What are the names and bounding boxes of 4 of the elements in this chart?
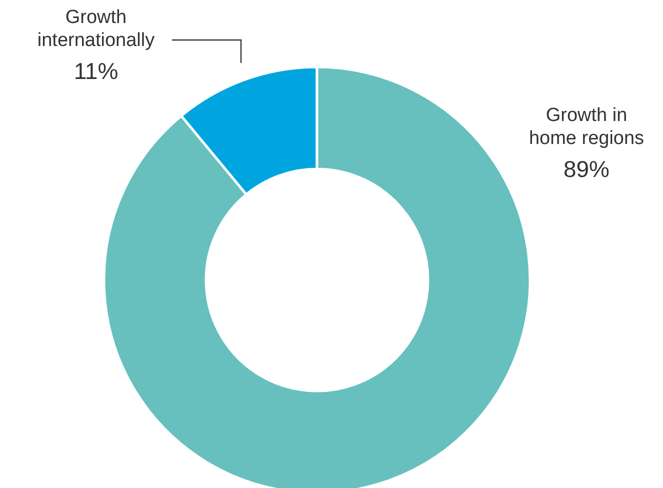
data-label: 11% xyxy=(72,58,120,85)
slice-label: Growth in home regions xyxy=(528,104,646,150)
slice-label: Growth internationally xyxy=(36,6,156,52)
data-label: 89% xyxy=(562,156,611,183)
